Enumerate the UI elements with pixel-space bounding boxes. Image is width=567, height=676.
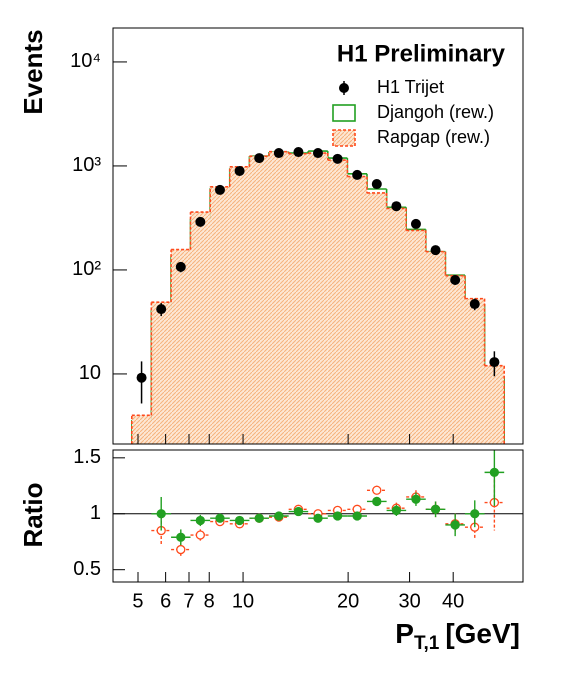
legend-label: H1 Trijet: [377, 77, 444, 97]
hist-bar: [484, 365, 505, 444]
hist-bar: [151, 302, 172, 444]
plot-frame: [112, 27, 524, 445]
hist-bar: [308, 153, 328, 445]
x-tick-label: 10: [232, 590, 254, 612]
ratio-point: [274, 511, 284, 521]
plot-frame: [112, 449, 524, 583]
x-axis-label: PT,1 [GeV]: [395, 618, 520, 654]
ratio-point: [332, 511, 343, 521]
legend-label: Djangoh (rew.): [377, 102, 494, 122]
ratio-point: [234, 515, 245, 526]
ratio-point: [450, 520, 460, 530]
hist-bar: [464, 298, 485, 444]
legend-swatch: [332, 129, 356, 147]
ratio-point: [195, 530, 205, 540]
x-tick-label: 8: [204, 590, 215, 612]
x-axis-label-unit: [GeV]: [445, 618, 520, 649]
hist-bar: [445, 275, 465, 444]
ratio-point: [254, 513, 264, 523]
ratio-point: [430, 504, 441, 514]
data-point: [332, 153, 343, 164]
hist-bar: [131, 415, 152, 444]
hist-bar: [347, 176, 367, 445]
data-point: [136, 372, 147, 383]
hist-bar: [171, 249, 191, 444]
y-tick-label: 1: [90, 502, 101, 524]
y-tick-label: 1.5: [73, 446, 101, 468]
data-point: [391, 201, 402, 212]
x-tick-label: 40: [442, 590, 464, 612]
data-point: [352, 169, 363, 180]
ratio-point: [293, 506, 304, 517]
hist-bar: [288, 153, 309, 444]
ratio-axis-label: Ratio: [18, 483, 48, 548]
hist-bar: [229, 166, 250, 444]
hist-bar: [269, 151, 289, 445]
data-point: [195, 216, 206, 227]
data-point: [273, 148, 284, 159]
data-point: [156, 304, 167, 315]
y-tick-label: 10⁴: [70, 50, 101, 72]
data-point: [371, 179, 382, 190]
legend-swatch: [339, 83, 349, 93]
ratio-point: [176, 532, 186, 542]
hist-bar: [386, 208, 407, 444]
data-point: [254, 153, 265, 164]
data-point: [450, 275, 461, 286]
hist-bar: [190, 212, 211, 444]
data-point: [430, 245, 441, 256]
data-point: [489, 357, 500, 368]
ratio-point: [176, 544, 186, 555]
x-tick-label: 7: [183, 590, 194, 612]
y-axis-label: Events: [18, 29, 48, 114]
hist-bar: [210, 186, 230, 445]
hist-bar: [425, 251, 446, 444]
data-point: [214, 184, 225, 195]
data-point: [469, 299, 480, 310]
ratio-point: [156, 509, 166, 519]
ratio-point: [411, 494, 421, 504]
ratio-point: [470, 509, 480, 519]
y-tick-label: 10: [79, 362, 101, 384]
y-tick-label: 10²: [72, 258, 101, 280]
hist-bar: [249, 156, 270, 444]
annotation: H1 Preliminary: [337, 40, 506, 67]
x-tick-label: 20: [337, 590, 359, 612]
legend-label: Rapgap (rew.): [377, 127, 490, 147]
ratio-point: [489, 467, 500, 478]
x-axis-label-sub: T,1: [414, 633, 440, 654]
x-tick-label: 6: [160, 590, 171, 612]
hist-bar: [366, 192, 387, 444]
legend-swatch: [332, 104, 356, 122]
data-point: [234, 165, 245, 176]
x-tick-label: 5: [132, 590, 143, 612]
hist-bar: [406, 230, 426, 444]
data-point: [293, 147, 304, 158]
data-point: [410, 218, 421, 229]
data-point: [313, 148, 324, 159]
ratio-point: [372, 496, 382, 507]
x-tick-label: 30: [398, 590, 420, 612]
y-tick-label: 10³: [72, 154, 101, 176]
ratio-point: [372, 485, 382, 495]
data-point: [175, 261, 186, 272]
plot-layer: 10 10² 10³ 10⁴ H1 Trijet Djangoh (rew.) Rapgap…: [70, 27, 524, 612]
ratio-point: [195, 515, 205, 526]
ratio-point: [391, 505, 402, 516]
ratio-point: [215, 513, 225, 523]
x-axis-label-main: P: [395, 618, 414, 649]
hist-bar: [327, 160, 348, 445]
y-tick-label: 0.5: [73, 558, 101, 580]
ratio-point: [352, 511, 362, 521]
ratio-point: [313, 513, 323, 523]
